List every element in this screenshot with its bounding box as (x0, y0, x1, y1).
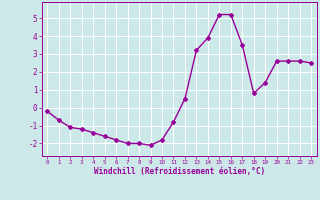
X-axis label: Windchill (Refroidissement éolien,°C): Windchill (Refroidissement éolien,°C) (94, 167, 265, 176)
